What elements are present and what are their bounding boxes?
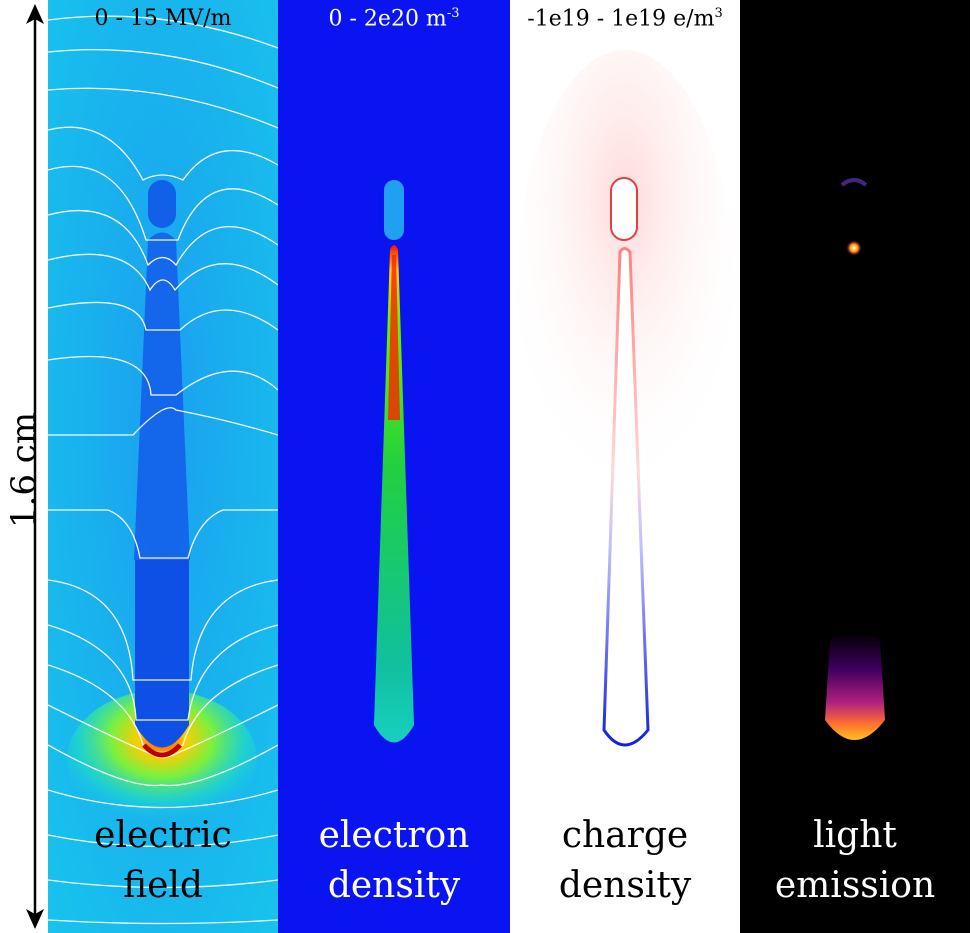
charge-density-range: -1e19 - 1e19 e/m3: [510, 6, 740, 31]
electron-density-caption-line1: electron: [318, 815, 470, 856]
electric-field-image: [48, 0, 278, 933]
electron-density-caption-line2: density: [327, 865, 461, 906]
electron-density-range-exponent: -3: [446, 6, 460, 21]
scale-label: 1.6 cm: [4, 411, 44, 529]
panel-charge-density: -1e19 - 1e19 e/m3 charge density: [510, 0, 740, 933]
charge-density-image: [510, 0, 740, 933]
electron-density-range-text: 0 - 2e20 m: [328, 6, 447, 32]
electron-density-range: 0 - 2e20 m-3: [278, 6, 510, 31]
electric-field-caption-line2: field: [123, 865, 203, 906]
electric-field-range: 0 - 15 MV/m: [94, 6, 232, 31]
scale-arrow: [26, 4, 44, 929]
light-emission-caption-line1: light: [813, 815, 897, 856]
panel-light-emission: light emission: [740, 0, 970, 933]
electric-field-caption-line1: electric: [94, 815, 232, 856]
electron-density-image: [278, 0, 510, 933]
charge-density-caption-line2: density: [558, 865, 692, 906]
charge-density-range-exponent: 3: [714, 6, 723, 21]
panel-electric-field: 0 - 15 MV/m electric field: [48, 0, 278, 933]
scale-bar: 1.6 cm: [0, 0, 48, 933]
panel-electron-density: 0 - 2e20 m-3 electron density: [278, 0, 510, 933]
charge-density-caption-line1: charge: [561, 815, 689, 856]
light-emission-image: [740, 0, 970, 933]
charge-density-range-text: -1e19 - 1e19 e/m: [527, 6, 715, 32]
light-emission-caption-line2: emission: [774, 865, 936, 906]
